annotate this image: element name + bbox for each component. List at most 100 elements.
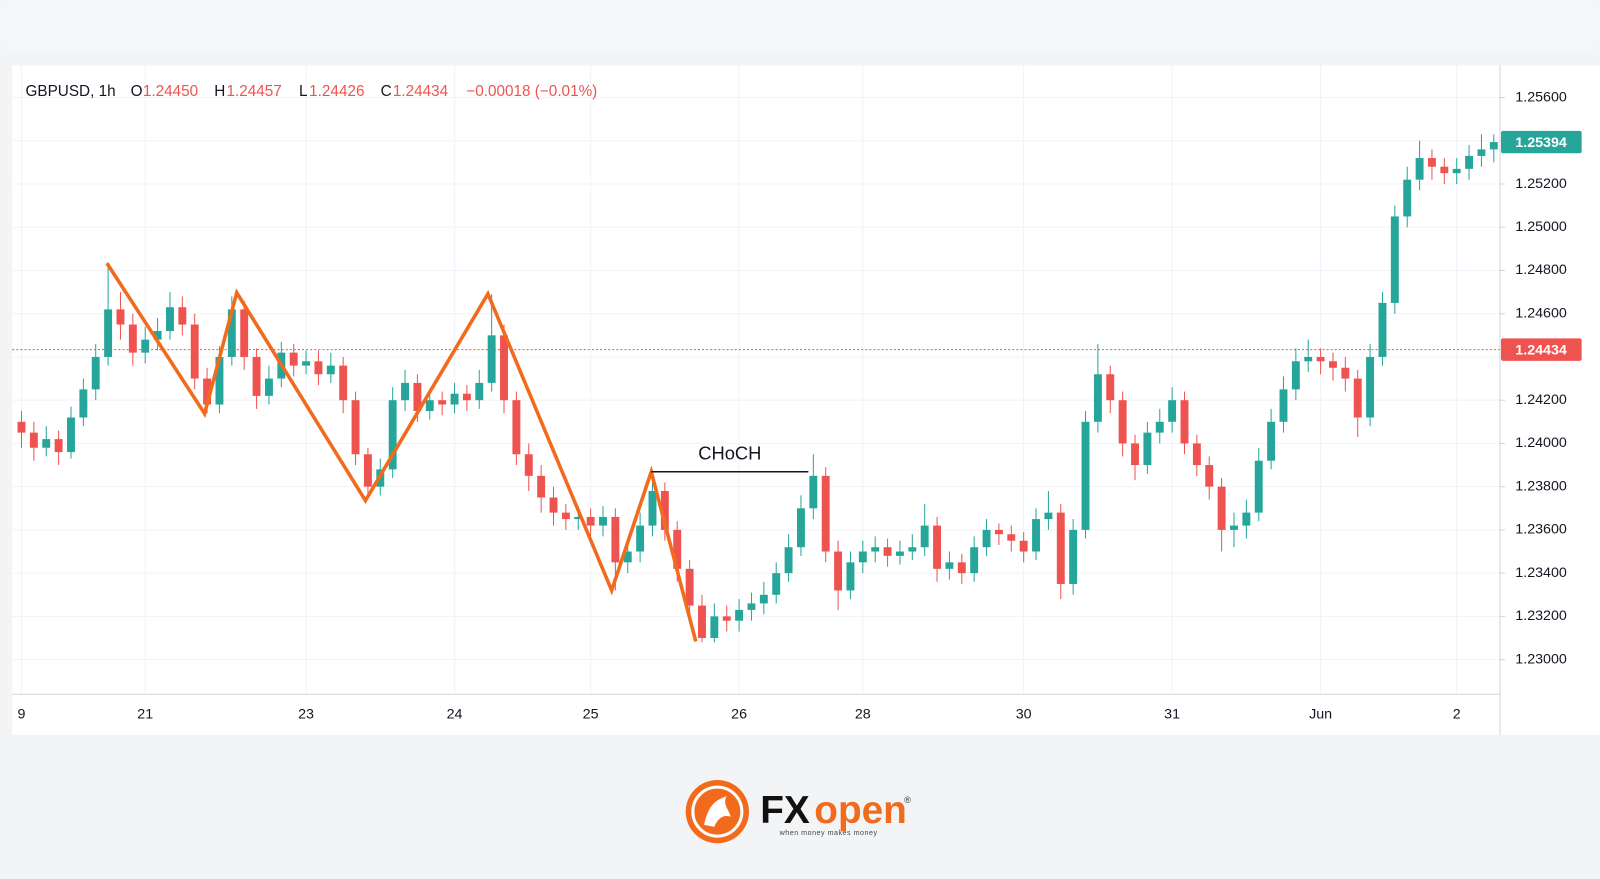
candle-body xyxy=(264,378,273,396)
candle-body xyxy=(1118,400,1127,444)
x-tick-label: 30 xyxy=(1016,706,1032,722)
close-label: C xyxy=(381,83,392,100)
candle-body xyxy=(1489,142,1498,150)
candle-body xyxy=(920,525,929,548)
candle-body xyxy=(809,475,818,509)
candle-body xyxy=(599,516,607,526)
candle-body xyxy=(611,516,620,563)
candle-body xyxy=(834,551,843,591)
logo: FX open ® when money makes money xyxy=(685,779,911,844)
candle-body xyxy=(425,400,434,412)
x-tick-label: 24 xyxy=(447,706,463,722)
candle-body xyxy=(128,324,137,353)
candle-body xyxy=(1254,460,1263,513)
candle-body xyxy=(487,335,496,383)
candle-body xyxy=(1192,443,1201,466)
candle-body xyxy=(1230,525,1238,530)
y-tick-label: 1.23400 xyxy=(1515,565,1567,581)
x-tick-label: 23 xyxy=(298,706,314,722)
candle-body xyxy=(1304,356,1313,362)
candle-body xyxy=(821,475,830,552)
candle-body xyxy=(1205,465,1214,487)
x-tick-label: 31 xyxy=(1164,706,1180,722)
candle-body xyxy=(1180,400,1189,444)
last-price-tag xyxy=(1501,130,1582,154)
candle-body xyxy=(178,307,187,325)
x-tick-label: 2 xyxy=(1453,706,1461,722)
candle-body xyxy=(1007,534,1016,541)
candle-body xyxy=(1019,540,1028,552)
candle-body xyxy=(945,562,954,569)
candle-body xyxy=(908,547,917,552)
candle-body xyxy=(1056,512,1065,584)
candle-body xyxy=(413,382,422,412)
candle-body xyxy=(153,331,162,340)
candle-body xyxy=(512,400,521,455)
y-tick-label: 1.23800 xyxy=(1515,478,1567,494)
high-label: H xyxy=(214,83,225,100)
x-tick-label: 9 xyxy=(18,706,26,722)
header: GBPUSD, 1h O 1.24450 H 1.24457 L 1.24426… xyxy=(26,83,598,100)
candle-body xyxy=(1329,361,1337,368)
candle-body xyxy=(673,529,682,569)
candle-body xyxy=(54,439,63,453)
candle-body xyxy=(1032,519,1040,552)
x-tick-label: 21 xyxy=(137,706,153,722)
price-line-tag xyxy=(1501,338,1582,361)
price-line-tag-label: 1.24434 xyxy=(1515,342,1567,358)
y-tick-label: 1.23000 xyxy=(1515,651,1567,667)
low-value: 1.24426 xyxy=(309,83,364,100)
candle-body xyxy=(685,568,694,606)
y-tick-label: 1.24600 xyxy=(1515,305,1567,321)
candle-body xyxy=(970,547,979,574)
candle-body xyxy=(1143,432,1152,466)
x-tick-label: 26 xyxy=(731,706,747,722)
candle-body xyxy=(326,365,335,375)
candle-body xyxy=(796,508,805,548)
candle-body xyxy=(450,393,459,405)
candle-body xyxy=(1093,374,1102,422)
open-label: O xyxy=(131,83,143,100)
candle-body xyxy=(289,352,298,366)
candle-body xyxy=(735,609,744,621)
candle-body xyxy=(1267,421,1276,461)
candle-body xyxy=(586,516,595,526)
candle-body xyxy=(203,378,212,405)
candle-body xyxy=(772,573,781,595)
candle-body xyxy=(1217,486,1226,530)
candle-body xyxy=(1477,149,1486,156)
candle-body xyxy=(747,603,756,610)
candle-body xyxy=(462,393,471,401)
candle-body xyxy=(29,432,38,448)
candle-body xyxy=(240,309,249,357)
candle-body xyxy=(17,421,26,433)
candle-body xyxy=(574,516,583,520)
candle-body xyxy=(710,616,719,639)
candle-body xyxy=(1291,361,1300,390)
candle-body xyxy=(1069,529,1078,584)
candle-body xyxy=(1341,367,1350,379)
candle-body xyxy=(388,400,397,470)
candle-body xyxy=(116,309,125,325)
candle-body xyxy=(79,389,88,418)
candle-body xyxy=(475,382,484,401)
zigzag xyxy=(105,262,698,642)
brand-fx: FX xyxy=(760,789,810,832)
candle-body xyxy=(1452,168,1461,174)
candle-body xyxy=(1353,378,1362,418)
candle-body xyxy=(1106,374,1115,401)
tagline: when money makes money xyxy=(779,829,878,837)
candle-body xyxy=(846,562,855,591)
y-tick-label: 1.23600 xyxy=(1515,522,1567,538)
candle-body xyxy=(42,439,51,448)
candle-body xyxy=(561,512,570,520)
candle-body xyxy=(549,497,558,513)
candle-body xyxy=(1155,421,1164,433)
y-tick-label: 1.24000 xyxy=(1515,435,1567,451)
x-tick-label: 28 xyxy=(855,706,871,722)
candle-body xyxy=(1440,166,1449,174)
candle-body xyxy=(1131,443,1139,466)
candle-body xyxy=(1081,421,1090,530)
candle-body xyxy=(166,307,174,332)
